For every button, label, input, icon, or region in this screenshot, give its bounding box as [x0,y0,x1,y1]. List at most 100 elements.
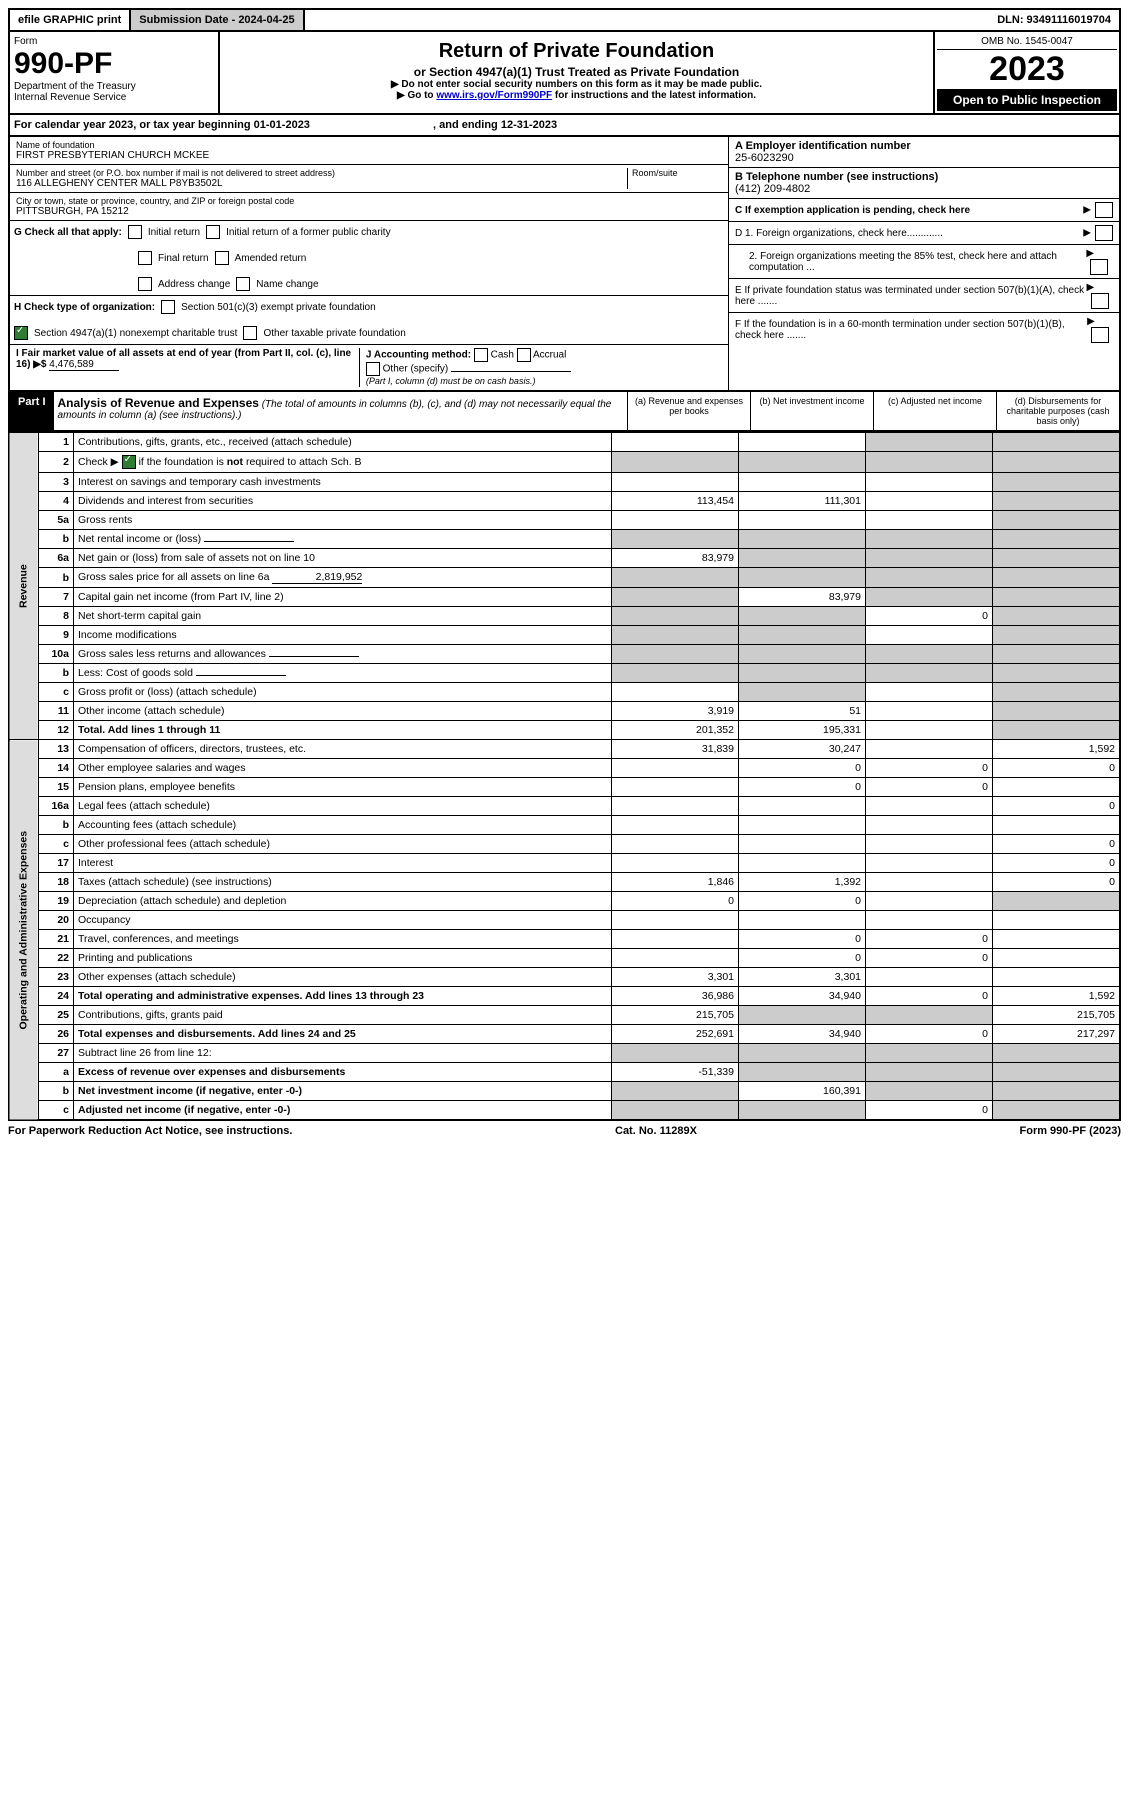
line-description: Legal fees (attach schedule) [74,797,612,816]
foundation-address: 116 ALLEGHENY CENTER MALL P8YB3502L [16,178,627,189]
footer-left: For Paperwork Reduction Act Notice, see … [8,1125,292,1137]
value-cell [739,835,866,854]
value-cell [866,1082,993,1101]
value-cell [612,778,739,797]
value-cell [612,683,739,702]
j-label: J Accounting method: [366,350,471,361]
value-cell [612,626,739,645]
table-row: 25Contributions, gifts, grants paid215,7… [9,1006,1120,1025]
value-cell [866,797,993,816]
value-cell [866,911,993,930]
value-cell [612,835,739,854]
other-method-checkbox[interactable] [366,362,380,376]
value-cell: 0 [993,759,1121,778]
line-number: b [39,664,74,683]
initial-former-checkbox[interactable] [206,225,220,239]
j-cash: Cash [491,350,514,361]
table-row: bNet rental income or (loss) [9,530,1120,549]
d1-checkbox[interactable] [1095,225,1113,241]
name-change-checkbox[interactable] [236,277,250,291]
inline-value: 2,819,952 [272,571,362,584]
table-row: 23Other expenses (attach schedule)3,3013… [9,968,1120,987]
line-number: 24 [39,987,74,1006]
h-opt3: Other taxable private foundation [263,328,405,339]
line-description: Total operating and administrative expen… [74,987,612,1006]
value-cell: 0 [866,930,993,949]
f-checkbox[interactable] [1091,327,1109,343]
footer-mid: Cat. No. 11289X [615,1125,697,1137]
line-description: Adjusted net income (if negative, enter … [74,1101,612,1121]
line-number: 9 [39,626,74,645]
table-row: 9Income modifications [9,626,1120,645]
part1-badge: Part I [10,392,54,430]
foundation-city: PITTSBURGH, PA 15212 [16,206,722,217]
amended-return-checkbox[interactable] [215,251,229,265]
value-cell [739,568,866,588]
form990pf-link[interactable]: www.irs.gov/Form990PF [436,90,552,101]
line-description: Net rental income or (loss) [74,530,612,549]
value-cell [612,664,739,683]
line-number: a [39,1063,74,1082]
value-cell: 215,705 [612,1006,739,1025]
value-cell [739,473,866,492]
schb-checkbox[interactable] [122,455,136,469]
expenses-side-label: Operating and Administrative Expenses [9,740,39,1121]
table-row: 15Pension plans, employee benefits00 [9,778,1120,797]
value-cell: 217,297 [993,1025,1121,1044]
addr-label: Number and street (or P.O. box number if… [16,168,627,178]
value-cell [993,511,1121,530]
line-description: Dividends and interest from securities [74,492,612,511]
value-cell: 0 [866,778,993,797]
value-cell [866,835,993,854]
line-number: 13 [39,740,74,759]
efile-label[interactable]: efile GRAPHIC print [10,10,131,30]
address-change-checkbox[interactable] [138,277,152,291]
4947a1-checkbox[interactable] [14,326,28,340]
line-description: Pension plans, employee benefits [74,778,612,797]
value-cell [866,721,993,740]
line-description: Less: Cost of goods sold [74,664,612,683]
table-row: 24Total operating and administrative exp… [9,987,1120,1006]
value-cell [739,1006,866,1025]
e-checkbox[interactable] [1091,293,1109,309]
table-row: 11Other income (attach schedule)3,91951 [9,702,1120,721]
line-number: c [39,1101,74,1121]
part1-title: Analysis of Revenue and Expenses [58,396,259,410]
value-cell [866,530,993,549]
line-description: Travel, conferences, and meetings [74,930,612,949]
d2-checkbox[interactable] [1090,259,1108,275]
value-cell [866,433,993,452]
value-cell [612,433,739,452]
line-number: 1 [39,433,74,452]
line-description: Gross sales less returns and allowances [74,645,612,664]
value-cell [612,759,739,778]
cash-checkbox[interactable] [474,348,488,362]
line-number: c [39,683,74,702]
form-title: Return of Private Foundation [226,40,927,63]
omb-number: OMB No. 1545-0047 [937,34,1117,50]
cal-mid: , and ending [433,119,501,131]
c-checkbox[interactable] [1095,202,1113,218]
other-taxable-checkbox[interactable] [243,326,257,340]
table-row: bLess: Cost of goods sold [9,664,1120,683]
line-description: Interest [74,854,612,873]
value-cell [739,1101,866,1121]
table-row: bNet investment income (if negative, ent… [9,1082,1120,1101]
501c3-checkbox[interactable] [161,300,175,314]
accrual-checkbox[interactable] [517,348,531,362]
value-cell [993,588,1121,607]
ein-label: A Employer identification number [735,140,1113,152]
value-cell: 0 [993,835,1121,854]
h-opt2: Section 4947(a)(1) nonexempt charitable … [34,328,237,339]
line-description: Other professional fees (attach schedule… [74,835,612,854]
value-cell [993,473,1121,492]
irs-label: Internal Revenue Service [14,92,214,103]
initial-return-checkbox[interactable] [128,225,142,239]
line-number: b [39,816,74,835]
value-cell [612,816,739,835]
final-return-checkbox[interactable] [138,251,152,265]
form-number: 990-PF [14,47,214,81]
value-cell: 0 [866,607,993,626]
value-cell [612,645,739,664]
value-cell: 160,391 [739,1082,866,1101]
